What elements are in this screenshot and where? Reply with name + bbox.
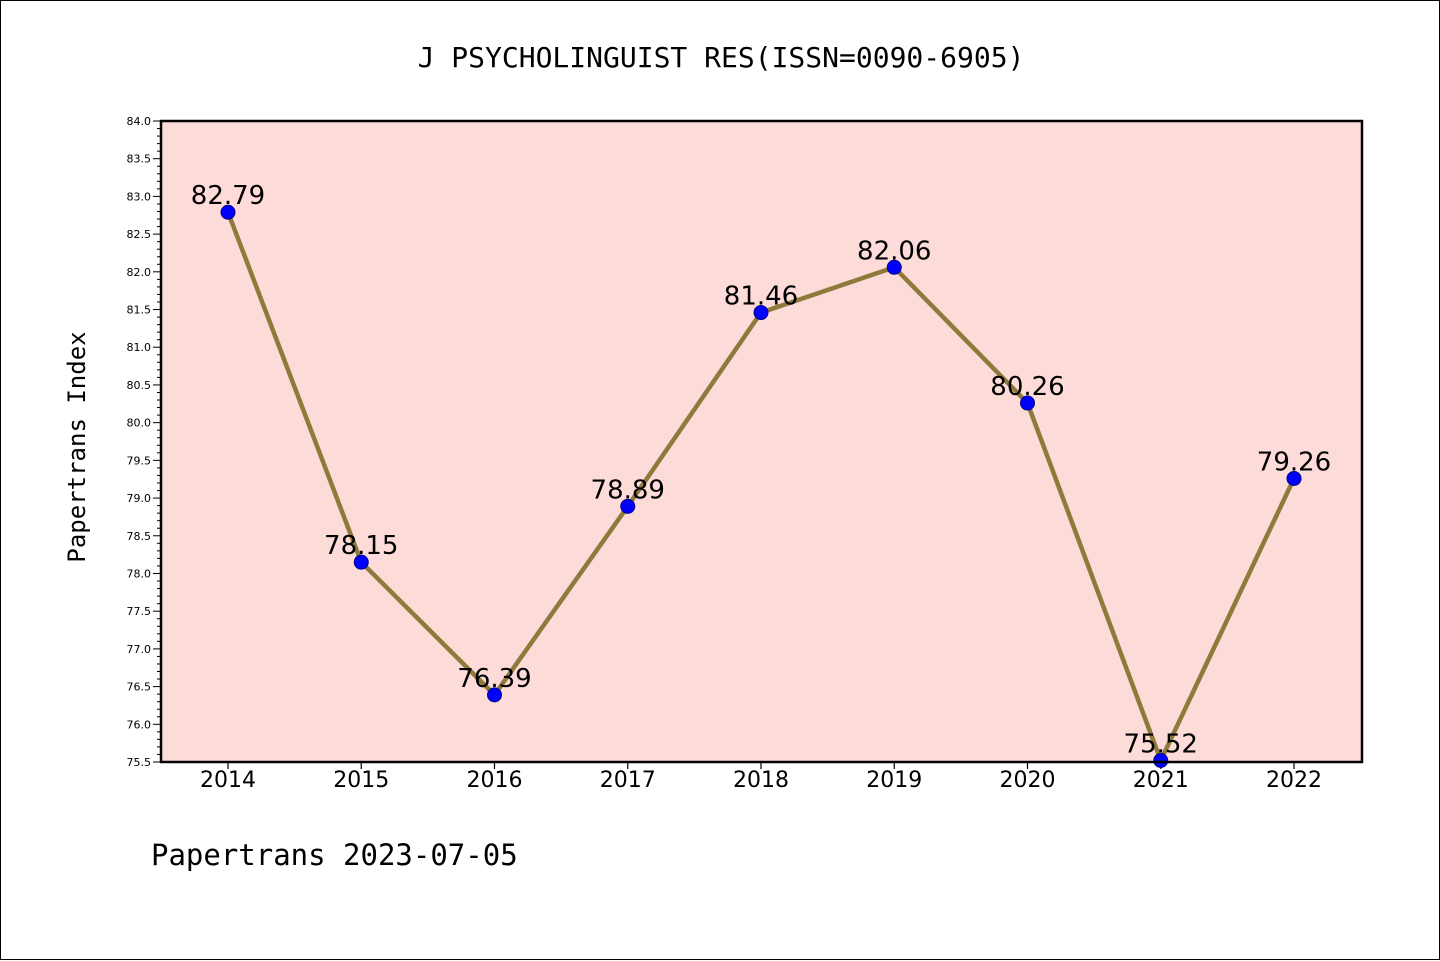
y-tick-label: 79.5 — [127, 454, 152, 467]
footer-text: Papertrans 2023-07-05 — [151, 838, 518, 872]
y-tick-label: 78.0 — [127, 567, 152, 580]
plot-area — [161, 121, 1362, 762]
data-point — [1286, 470, 1302, 486]
y-tick-label: 80.5 — [127, 379, 152, 392]
data-point — [487, 687, 502, 703]
x-tick-label: 2014 — [200, 768, 256, 793]
x-axis: 2014 2015 2016 2017 2018 2019 2020 2021 2022 — [200, 762, 1322, 793]
x-tick-label: 2018 — [733, 768, 789, 793]
data-label: 75.52 — [1124, 729, 1198, 759]
y-tick-label: 81.5 — [127, 304, 152, 317]
data-point — [220, 204, 236, 220]
y-tick-label: 79.0 — [127, 492, 152, 505]
data-label: 82.06 — [857, 236, 931, 266]
data-label: 80.26 — [990, 372, 1064, 402]
data-labels: 82.79 78.15 76.39 78.89 81.46 82.06 80.26 75.52… — [191, 181, 1331, 759]
y-tick-label: 84.0 — [127, 115, 152, 128]
x-tick-label: 2017 — [600, 768, 656, 793]
plot-frame — [159, 119, 1364, 764]
data-point — [620, 498, 636, 514]
x-tick-label: 2019 — [866, 768, 922, 793]
data-label: 79.26 — [1257, 447, 1331, 477]
x-tick-label: 2020 — [1000, 768, 1056, 793]
y-axis-label: Papertrans Index — [63, 331, 91, 562]
y-tick-label: 81.0 — [127, 341, 152, 354]
chart-title: J PSYCHOLINGUIST RES(ISSN=0090-6905) — [418, 41, 1025, 74]
y-tick-label: 75.5 — [127, 756, 152, 769]
data-label: 78.15 — [324, 531, 398, 561]
data-label: 78.89 — [591, 475, 665, 505]
data-point — [1153, 752, 1169, 768]
data-label: 76.39 — [457, 664, 531, 694]
y-tick-label: 78.5 — [127, 530, 152, 543]
x-tick-label: 2015 — [333, 768, 389, 793]
data-point — [886, 259, 902, 275]
y-tick-label: 77.5 — [127, 605, 152, 618]
y-tick-label: 83.5 — [127, 153, 152, 166]
data-point — [1020, 395, 1035, 411]
x-tick-label: 2016 — [467, 768, 523, 793]
data-label: 81.46 — [724, 282, 798, 312]
data-series — [220, 204, 1302, 768]
data-label: 82.79 — [191, 181, 265, 211]
y-tick-label: 83.0 — [127, 190, 152, 203]
data-point — [353, 554, 369, 570]
y-tick-label: 76.5 — [127, 681, 152, 694]
x-tick-label: 2021 — [1133, 768, 1189, 793]
y-tick-label: 76.0 — [127, 718, 152, 731]
y-axis: 75.5 76.0 76.5 77.0 77.5 78.0 78.5 79.0 79.5 80.0… — [127, 115, 161, 769]
y-tick-label: 77.0 — [127, 643, 152, 656]
data-point — [753, 305, 769, 321]
y-tick-label: 82.5 — [127, 228, 152, 241]
y-tick-label: 80.0 — [127, 417, 152, 430]
x-tick-label: 2022 — [1266, 768, 1322, 793]
y-tick-label: 82.0 — [127, 266, 152, 279]
